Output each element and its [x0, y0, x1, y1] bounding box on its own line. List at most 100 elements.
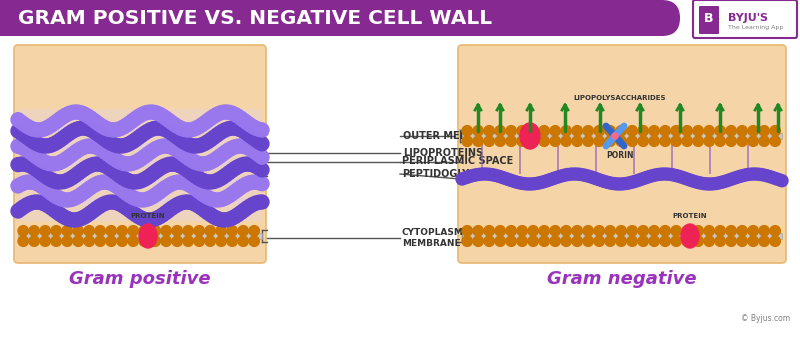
Circle shape [473, 136, 483, 146]
Circle shape [73, 236, 83, 247]
Circle shape [20, 130, 34, 144]
Circle shape [583, 125, 594, 136]
Circle shape [78, 121, 91, 135]
Circle shape [134, 193, 149, 207]
Circle shape [134, 128, 149, 143]
Circle shape [90, 177, 103, 191]
Circle shape [126, 135, 139, 149]
Circle shape [83, 181, 98, 195]
Circle shape [62, 212, 76, 226]
Circle shape [604, 177, 616, 189]
Circle shape [192, 139, 206, 153]
Circle shape [222, 121, 236, 136]
Circle shape [216, 213, 230, 227]
Circle shape [484, 125, 494, 136]
Circle shape [246, 144, 260, 158]
Circle shape [29, 123, 43, 137]
Circle shape [150, 211, 163, 225]
Text: B: B [704, 12, 714, 25]
Circle shape [86, 113, 100, 127]
Circle shape [655, 168, 667, 180]
Circle shape [138, 126, 151, 140]
Circle shape [704, 236, 714, 247]
Circle shape [205, 226, 215, 236]
Circle shape [80, 109, 94, 123]
Circle shape [550, 226, 561, 236]
Circle shape [207, 175, 221, 189]
Circle shape [84, 226, 94, 236]
Circle shape [134, 211, 149, 225]
Circle shape [746, 168, 758, 180]
Circle shape [612, 133, 618, 139]
Circle shape [141, 124, 154, 138]
Circle shape [534, 177, 546, 189]
Circle shape [616, 178, 628, 190]
Circle shape [619, 178, 631, 190]
Circle shape [210, 193, 224, 207]
Circle shape [92, 142, 106, 155]
Circle shape [528, 125, 538, 136]
Circle shape [570, 168, 582, 180]
Circle shape [201, 156, 214, 170]
Circle shape [713, 177, 725, 189]
Circle shape [38, 197, 52, 211]
Circle shape [50, 175, 64, 189]
Circle shape [162, 113, 176, 127]
Circle shape [737, 125, 747, 136]
Circle shape [51, 226, 62, 236]
Circle shape [119, 157, 134, 171]
Circle shape [114, 155, 127, 169]
Circle shape [74, 211, 88, 225]
Circle shape [131, 109, 146, 123]
Circle shape [194, 236, 205, 247]
Circle shape [11, 139, 25, 153]
Circle shape [192, 184, 206, 198]
Circle shape [126, 175, 139, 189]
Circle shape [162, 124, 176, 138]
Circle shape [770, 236, 781, 247]
Circle shape [53, 207, 67, 221]
Circle shape [222, 143, 236, 157]
Circle shape [83, 206, 98, 220]
Circle shape [95, 130, 110, 144]
Circle shape [131, 193, 146, 207]
Circle shape [18, 236, 29, 247]
Circle shape [172, 236, 182, 247]
Circle shape [102, 176, 115, 190]
Circle shape [231, 208, 245, 222]
Circle shape [682, 125, 693, 136]
Circle shape [189, 169, 202, 183]
Circle shape [484, 136, 494, 146]
Circle shape [495, 171, 507, 183]
Circle shape [572, 125, 582, 136]
Circle shape [770, 136, 781, 146]
Circle shape [80, 183, 94, 197]
Circle shape [225, 211, 239, 225]
Circle shape [71, 122, 86, 136]
Circle shape [213, 126, 227, 140]
Circle shape [128, 236, 138, 247]
Circle shape [246, 158, 260, 172]
Circle shape [249, 226, 259, 236]
Circle shape [150, 226, 161, 236]
Circle shape [462, 136, 472, 146]
Circle shape [231, 109, 245, 123]
Circle shape [556, 170, 568, 182]
Circle shape [504, 174, 516, 186]
Circle shape [748, 226, 758, 236]
Text: The Learning App: The Learning App [728, 26, 783, 30]
Circle shape [660, 136, 670, 146]
Circle shape [598, 175, 610, 187]
Circle shape [492, 170, 504, 182]
Circle shape [53, 192, 67, 206]
Circle shape [198, 116, 212, 130]
Circle shape [204, 175, 218, 189]
Circle shape [234, 206, 248, 220]
Circle shape [141, 105, 154, 119]
Circle shape [180, 163, 194, 177]
Circle shape [92, 117, 106, 131]
Circle shape [174, 159, 188, 173]
Bar [18, 233, 262, 239]
Circle shape [146, 212, 161, 226]
Circle shape [86, 158, 100, 172]
